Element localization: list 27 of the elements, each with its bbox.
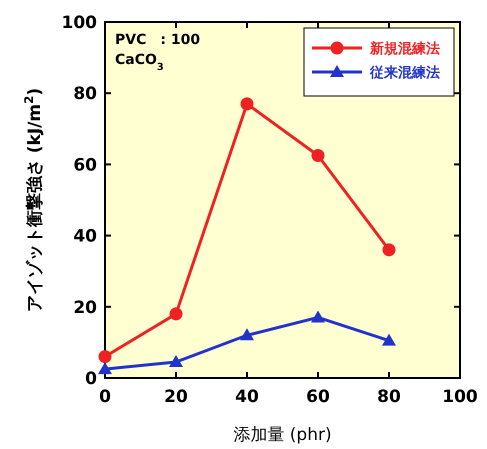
y-tick-label: 0 xyxy=(85,369,98,389)
point xyxy=(311,310,325,322)
y-tick-label: 60 xyxy=(73,155,98,176)
point xyxy=(382,243,396,256)
x-tick-label: 40 xyxy=(235,387,259,407)
point xyxy=(170,307,182,320)
x-tick-label: 80 xyxy=(377,387,401,407)
x-tick-label: 0 xyxy=(99,387,112,407)
y-tick-label: 20 xyxy=(73,298,98,318)
y-tick-label: 40 xyxy=(73,226,98,247)
x-tick-label: 20 xyxy=(164,387,188,407)
point xyxy=(98,362,112,374)
point xyxy=(169,354,183,367)
y-tick-label: 80 xyxy=(73,84,98,104)
point xyxy=(240,328,254,340)
x-tick-label: 100 xyxy=(442,387,478,407)
annotation: PVC : 100 xyxy=(115,32,200,48)
x-axis-title: 添加量 (phr) xyxy=(233,425,332,445)
y-tick-label: 100 xyxy=(62,13,98,33)
x-tick-label: 60 xyxy=(306,387,330,407)
legend-label: 新規混練法 xyxy=(369,40,440,57)
annotation: CaCO$_{3}$ xyxy=(115,52,164,72)
point xyxy=(98,350,112,364)
legend-label: 従来混練法 xyxy=(369,65,440,81)
point xyxy=(382,334,396,346)
point xyxy=(240,97,254,110)
point xyxy=(312,149,324,162)
